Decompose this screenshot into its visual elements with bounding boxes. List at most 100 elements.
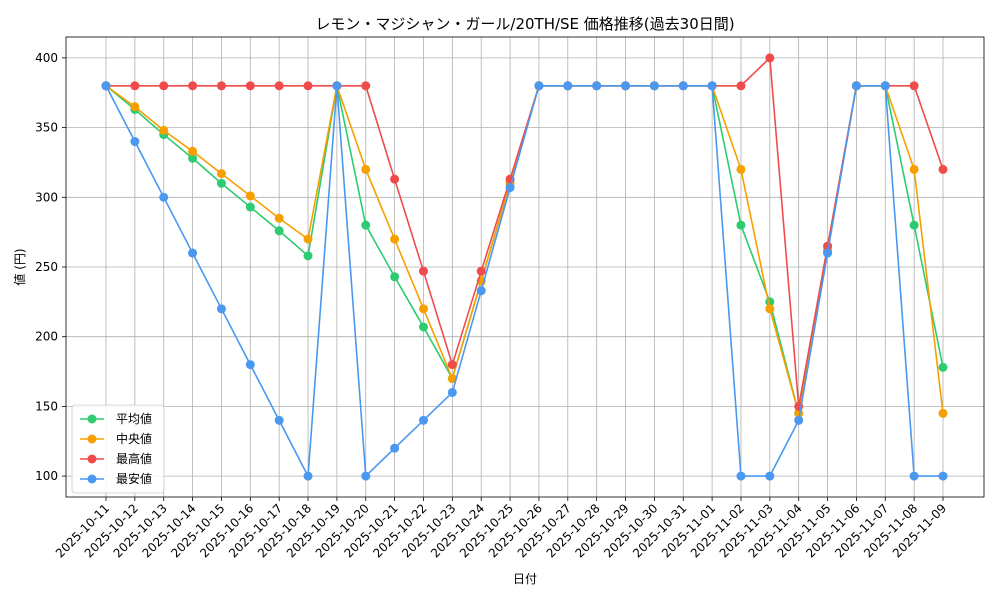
series-line bbox=[106, 56, 944, 407]
legend-marker bbox=[87, 454, 97, 464]
data-point bbox=[765, 304, 775, 314]
data-point bbox=[245, 191, 255, 201]
data-point bbox=[909, 220, 919, 230]
grid bbox=[66, 37, 984, 497]
data-point bbox=[390, 234, 400, 244]
data-point bbox=[794, 415, 804, 425]
data-point bbox=[159, 125, 169, 135]
data-point bbox=[909, 471, 919, 481]
series-line bbox=[105, 84, 943, 479]
x-axis: 2025-10-112025-10-122025-10-132025-10-14… bbox=[53, 497, 949, 560]
data-point bbox=[447, 360, 457, 370]
legend-label: 最高値 bbox=[116, 451, 152, 466]
data-point bbox=[216, 304, 226, 314]
data-point bbox=[476, 286, 486, 296]
data-point bbox=[159, 81, 169, 91]
series-layer bbox=[101, 53, 948, 481]
data-point bbox=[303, 234, 313, 244]
data-point bbox=[649, 81, 659, 91]
data-point bbox=[909, 164, 919, 174]
legend-item: 中央値 bbox=[80, 431, 152, 446]
y-axis: 100 150 200 250 300 350 400 bbox=[35, 51, 66, 483]
data-point bbox=[765, 53, 775, 63]
data-point bbox=[274, 226, 284, 236]
data-point bbox=[880, 81, 890, 91]
data-point bbox=[938, 408, 948, 418]
data-point bbox=[938, 471, 948, 481]
data-point bbox=[361, 471, 371, 481]
data-point bbox=[188, 146, 198, 156]
series-3 bbox=[101, 81, 948, 481]
legend-marker bbox=[87, 434, 97, 444]
data-point bbox=[361, 81, 371, 91]
legend-item: 最安値 bbox=[80, 471, 152, 486]
data-point bbox=[274, 81, 284, 91]
data-point bbox=[303, 81, 313, 91]
data-point bbox=[765, 471, 775, 481]
data-point bbox=[130, 102, 140, 112]
series-2 bbox=[101, 53, 948, 411]
data-point bbox=[418, 304, 428, 314]
data-point bbox=[707, 81, 717, 91]
data-point bbox=[101, 81, 111, 91]
data-point bbox=[216, 178, 226, 188]
y-tick-label: 250 bbox=[35, 260, 58, 274]
data-point bbox=[216, 81, 226, 91]
data-point bbox=[216, 169, 226, 179]
data-point bbox=[390, 443, 400, 453]
data-point bbox=[390, 174, 400, 184]
data-point bbox=[447, 387, 457, 397]
data-point bbox=[909, 81, 919, 91]
legend-box bbox=[71, 404, 165, 494]
legend-marker bbox=[87, 474, 97, 484]
data-point bbox=[851, 81, 861, 91]
data-point bbox=[130, 137, 140, 147]
legend-label: 中央値 bbox=[116, 431, 152, 446]
y-tick-label: 300 bbox=[35, 190, 58, 204]
data-point bbox=[188, 81, 198, 91]
y-tick-label: 200 bbox=[35, 330, 58, 344]
legend-item: 最高値 bbox=[80, 451, 152, 466]
data-point bbox=[476, 266, 486, 276]
data-point bbox=[736, 220, 746, 230]
chart-title: レモン・マジシャン・ガール/20TH/SE 価格推移(過去30日間) bbox=[315, 15, 734, 33]
data-point bbox=[418, 415, 428, 425]
y-tick-label: 350 bbox=[35, 121, 58, 135]
data-point bbox=[592, 81, 602, 91]
data-point bbox=[823, 248, 833, 258]
legend-label: 最安値 bbox=[116, 471, 152, 486]
data-point bbox=[332, 81, 342, 91]
legend-marker bbox=[87, 414, 97, 424]
data-point bbox=[563, 81, 573, 91]
data-point bbox=[678, 81, 688, 91]
data-point bbox=[188, 248, 198, 258]
data-point bbox=[736, 164, 746, 174]
legend-item: 平均値 bbox=[80, 411, 152, 426]
data-point bbox=[274, 213, 284, 223]
data-point bbox=[274, 415, 284, 425]
data-point bbox=[245, 81, 255, 91]
data-point bbox=[938, 362, 948, 372]
data-point bbox=[159, 192, 169, 202]
data-point bbox=[130, 81, 140, 91]
x-axis-label: 日付 bbox=[513, 572, 537, 586]
data-point bbox=[303, 471, 313, 481]
data-point bbox=[736, 471, 746, 481]
data-point bbox=[621, 81, 631, 91]
y-tick-label: 150 bbox=[35, 399, 58, 413]
y-axis-label: 値 (円) bbox=[12, 248, 27, 285]
data-point bbox=[303, 251, 313, 261]
data-point bbox=[534, 81, 544, 91]
legend-label: 平均値 bbox=[116, 411, 152, 426]
data-point bbox=[361, 220, 371, 230]
y-tick-label: 400 bbox=[35, 51, 58, 65]
data-point bbox=[245, 202, 255, 212]
data-point bbox=[447, 374, 457, 384]
data-point bbox=[418, 266, 428, 276]
data-point bbox=[188, 153, 198, 163]
data-point bbox=[418, 322, 428, 332]
data-point bbox=[245, 360, 255, 370]
data-point bbox=[361, 164, 371, 174]
